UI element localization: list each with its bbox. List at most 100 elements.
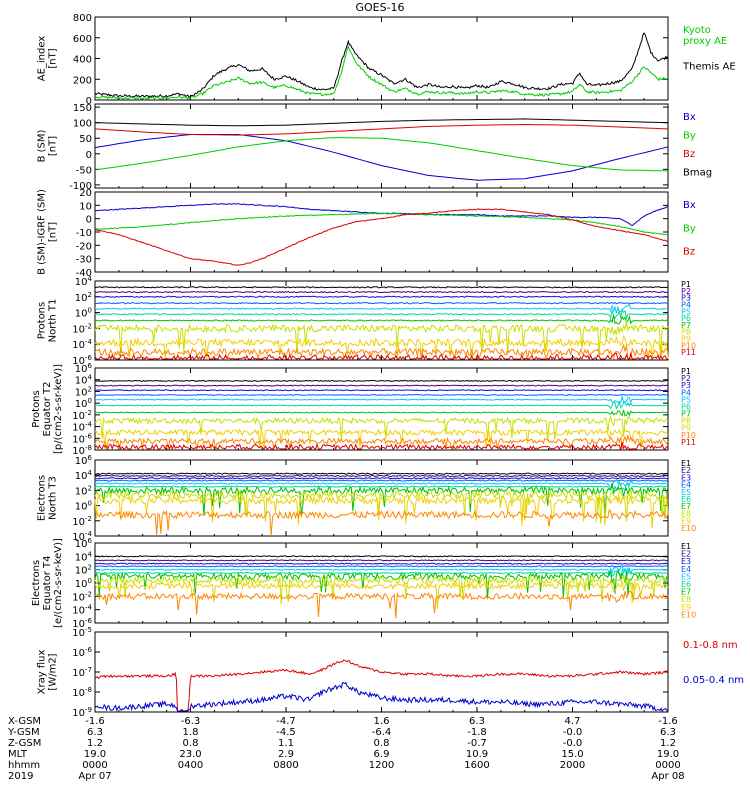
y-axis-label: Electrons North T3 <box>37 475 59 521</box>
y-tick-label: 10-4 <box>72 530 92 543</box>
channel-line-p4 <box>95 301 669 305</box>
channel-line-p3 <box>94 389 669 392</box>
y-tick-label: 10-2 <box>72 515 92 528</box>
y-tick-label: 150 <box>73 103 92 114</box>
y-tick-label: 10-9 <box>72 706 92 719</box>
y-tick-label: 10-8 <box>72 686 92 699</box>
channel-line-e9 <box>94 494 669 528</box>
x-axis-row-label: MLT <box>8 749 28 760</box>
legend-entry: By <box>683 223 696 234</box>
channel-line-e3 <box>94 477 669 480</box>
y-tick-label: 10-6 <box>72 646 92 659</box>
series-line-bz <box>94 208 669 266</box>
y-tick-label: 100 <box>75 500 92 513</box>
x-axis-tick-value: 2000 <box>560 760 585 771</box>
y-tick-label: 10-4 <box>72 604 92 617</box>
channel-line-p2 <box>94 290 669 294</box>
y-tick-label: 104 <box>75 469 93 482</box>
panel-frame <box>94 103 669 189</box>
x-axis-tick-value: -0.0 <box>563 727 583 738</box>
series-line-0-05-0-4-nm <box>94 682 669 712</box>
legend-entry: P6 <box>681 314 691 323</box>
legend-entry: P9 <box>681 424 691 433</box>
x-axis-tick-value: -0.7 <box>467 738 487 749</box>
x-axis-tick-value: Apr 08 <box>651 771 684 782</box>
y-axis-label-line: [nT] <box>48 48 59 68</box>
legend-entry: Bx <box>683 200 696 211</box>
x-axis-tick-value: 4.7 <box>565 716 581 727</box>
channel-line-e4 <box>94 479 669 482</box>
channel-line-p3 <box>94 295 669 298</box>
channel-line-p4 <box>94 393 669 396</box>
x-axis-tick-value: -1.6 <box>658 716 678 727</box>
legend-entry: Bz <box>683 149 695 160</box>
channel-line-e3 <box>94 562 669 565</box>
legend-entry: P10 <box>681 431 696 440</box>
legend-entry: P5 <box>681 307 691 316</box>
y-axis-label-line: Equator T4 <box>42 556 53 611</box>
legend-entry: E2 <box>681 466 691 475</box>
channel-line-p1 <box>94 286 669 289</box>
legend-entry: E7 <box>681 502 691 511</box>
y-tick-label: 10-4 <box>72 338 92 351</box>
x-axis-tick-value: 6.3 <box>660 727 676 738</box>
x-axis-tick-value: 0400 <box>178 760 203 771</box>
legend-entry: P2 <box>681 287 691 296</box>
channel-line-p11 <box>94 442 669 451</box>
y-axis-label-line: [p/(cm2-s-sr-keV)] <box>53 364 64 454</box>
channel-line-e2 <box>94 474 669 478</box>
legend-entry: P1 <box>681 280 691 289</box>
y-axis-label-line: Electrons <box>31 560 42 606</box>
x-axis-tick-value: 6.3 <box>469 716 485 727</box>
legend-entry: P3 <box>681 294 691 303</box>
y-tick-label: 400 <box>73 55 92 66</box>
legend-entry: P8 <box>681 417 691 426</box>
y-tick-label: 100 <box>75 577 92 590</box>
x-axis-tick-value: -0.0 <box>563 738 583 749</box>
y-axis-label-line: [W/m2] <box>48 653 59 690</box>
x-axis-tick-value: 19.0 <box>84 749 106 760</box>
series-line-0-1-0-8-nm <box>94 659 669 712</box>
y-axis-label: Protons Equator T2 [p/(cm2-s-sr-keV)] <box>31 364 64 454</box>
channel-line-p10 <box>94 433 669 451</box>
y-axis-label: Electrons Equator T4 [e/(cm2-s-sr-keV)] <box>31 538 64 628</box>
x-axis-tick-value: 0800 <box>273 760 298 771</box>
legend-entry: E6 <box>681 495 691 504</box>
channel-line-e9 <box>94 579 669 609</box>
legend-entry: By <box>683 131 696 142</box>
y-tick-label: 10-8 <box>72 444 92 457</box>
channel-line-e6 <box>94 480 669 492</box>
y-tick-label: 20 <box>79 188 92 199</box>
y-tick-label: 104 <box>75 374 93 387</box>
legend-entry: E5 <box>681 488 691 497</box>
y-tick-label: 200 <box>73 75 92 86</box>
legend-entry: Themis AE <box>682 62 736 73</box>
legend-entry: 0.05-0.4 nm <box>683 675 744 686</box>
x-axis-tick-value: 0.8 <box>374 738 390 749</box>
legend-entry: P11 <box>681 438 696 447</box>
legend-entry: Bmag <box>683 168 712 179</box>
x-axis-tick-value: 1200 <box>369 760 394 771</box>
y-axis-label: AE_index [nT] <box>37 36 59 82</box>
y-tick-label: -30 <box>76 255 92 266</box>
y-tick-label: 10-6 <box>72 354 92 367</box>
x-axis-tick-value: 1.6 <box>374 716 390 727</box>
y-tick-label: 100 <box>75 307 92 320</box>
legend-entry: P4 <box>681 388 691 397</box>
channel-line-e1 <box>94 555 668 558</box>
series-line-kyoto-proxy-ae <box>94 44 669 100</box>
x-axis-tick-value: 0000 <box>82 760 107 771</box>
y-axis-label-line: North T3 <box>48 476 59 520</box>
series-line-bmag <box>94 118 669 127</box>
legend-entry: E10 <box>681 610 696 619</box>
y-axis-label-line: [e/(cm2-s-sr-keV)] <box>53 538 64 628</box>
channel-line-p8 <box>94 415 669 442</box>
y-tick-label: 10 <box>79 201 92 212</box>
channel-line-e8 <box>94 488 669 524</box>
legend-entry: E6 <box>681 580 691 589</box>
legend-entry: E3 <box>681 557 691 566</box>
y-tick-label: 10-2 <box>72 590 92 603</box>
legend-entry: P1 <box>681 367 691 376</box>
